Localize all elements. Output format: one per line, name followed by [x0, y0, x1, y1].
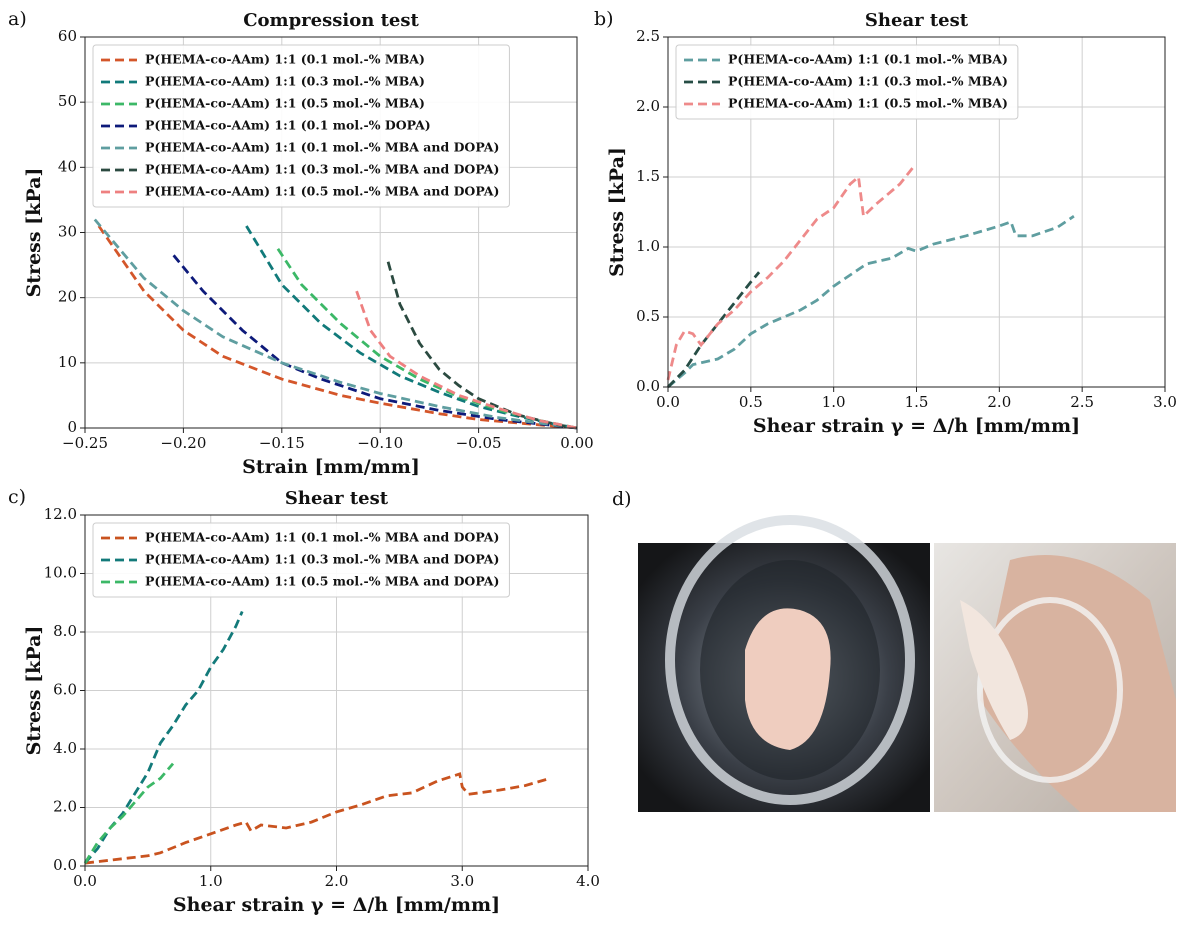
chart-title: Compression test	[243, 10, 419, 31]
legend-label: P(HEMA-co-AAm) 1:1 (0.5 mol.-% MBA)	[145, 96, 425, 111]
x-axis-label: Shear strain γ = Δ/h [mm/mm]	[173, 894, 500, 916]
x-tick-label: 1.0	[199, 872, 223, 890]
y-axis-label: Stress [kPa]	[23, 168, 45, 298]
x-tick-label: 2.5	[1070, 393, 1094, 411]
y-tick-label: 4.0	[53, 739, 77, 757]
y-tick-label: 50	[58, 92, 77, 110]
legend: P(HEMA-co-AAm) 1:1 (0.1 mol.-% MBA) P(HEM…	[92, 44, 510, 208]
x-tick-label: −0.05	[456, 434, 502, 452]
y-tick-label: 0.0	[636, 377, 660, 395]
y-tick-label: 2.0	[636, 97, 660, 115]
x-tick-label: 0.0	[73, 872, 97, 890]
legend: P(HEMA-co-AAm) 1:1 (0.1 mol.-% MBA) P(HEM…	[675, 44, 1019, 120]
panel-label: c)	[8, 486, 26, 508]
legend-label: P(HEMA-co-AAm) 1:1 (0.1 mol.-% DOPA)	[145, 118, 431, 133]
panel-label: d)	[612, 488, 632, 510]
y-tick-label: 12.0	[44, 505, 77, 523]
legend-label: P(HEMA-co-AAm) 1:1 (0.1 mol.-% MBA)	[728, 52, 1008, 67]
series-line	[83, 762, 175, 864]
y-tick-label: 30	[58, 223, 77, 241]
y-tick-label: 10	[58, 353, 77, 371]
x-axis-label: Shear strain γ = Δ/h [mm/mm]	[753, 415, 1080, 437]
series-line	[245, 225, 578, 430]
legend-frame	[92, 44, 510, 208]
y-tick-label: 2.0	[53, 798, 77, 816]
legend-frame	[675, 44, 1019, 120]
legend-label: P(HEMA-co-AAm) 1:1 (0.1 mol.-% MBA and D…	[145, 530, 499, 545]
y-axis-label: Stress [kPa]	[23, 626, 45, 756]
x-tick-label: 2.0	[325, 872, 349, 890]
y-tick-label: 60	[58, 27, 77, 45]
photo-left	[638, 515, 930, 812]
y-tick-label: 6.0	[53, 681, 77, 699]
y-tick-label: 0	[67, 418, 77, 436]
legend-label: P(HEMA-co-AAm) 1:1 (0.1 mol.-% MBA)	[145, 52, 425, 67]
y-tick-label: 1.0	[636, 237, 660, 255]
legend: P(HEMA-co-AAm) 1:1 (0.1 mol.-% MBA and D…	[92, 522, 510, 598]
x-tick-label: 0.0	[656, 393, 680, 411]
series-line	[97, 225, 578, 430]
series-line	[667, 215, 1075, 389]
x-tick-label: 0.5	[739, 393, 763, 411]
legend-label: P(HEMA-co-AAm) 1:1 (0.5 mol.-% MBA and D…	[145, 184, 499, 199]
x-tick-label: 3.0	[450, 872, 474, 890]
x-tick-label: 1.5	[905, 393, 929, 411]
x-tick-label: 3.0	[1153, 393, 1177, 411]
series-line	[93, 218, 578, 430]
y-tick-label: 8.0	[53, 622, 77, 640]
y-tick-label: 0.0	[53, 856, 77, 874]
legend-label: P(HEMA-co-AAm) 1:1 (0.1 mol.-% MBA and D…	[145, 140, 499, 155]
x-tick-label: −0.10	[357, 434, 403, 452]
legend-label: P(HEMA-co-AAm) 1:1 (0.3 mol.-% MBA and D…	[145, 162, 499, 177]
y-tick-label: 10.0	[44, 564, 77, 582]
series-line	[355, 290, 578, 430]
plot-frame	[84, 36, 578, 429]
plot-frame	[84, 514, 589, 867]
legend-label: P(HEMA-co-AAm) 1:1 (0.5 mol.-% MBA)	[728, 96, 1008, 111]
series-line	[172, 254, 578, 430]
x-tick-label: −0.20	[160, 434, 206, 452]
legend-label: P(HEMA-co-AAm) 1:1 (0.5 mol.-% MBA and D…	[145, 574, 499, 589]
series-line	[84, 772, 551, 865]
series-line	[276, 248, 578, 430]
panel-label: b)	[594, 8, 614, 30]
x-tick-label: 0.00	[560, 434, 593, 452]
series-line	[666, 166, 915, 381]
panel-label: a)	[8, 8, 27, 30]
legend-frame	[92, 522, 510, 598]
chart-title: Shear test	[285, 488, 389, 509]
photo-right	[934, 543, 1176, 812]
y-tick-label: 40	[58, 157, 77, 175]
chart-title: Shear test	[865, 10, 969, 31]
y-tick-label: 0.5	[636, 307, 660, 325]
y-axis-label: Stress [kPa]	[606, 147, 628, 277]
x-axis-label: Strain [mm/mm]	[242, 456, 420, 478]
y-tick-label: 20	[58, 288, 77, 306]
plot-frame	[667, 36, 1166, 388]
legend-label: P(HEMA-co-AAm) 1:1 (0.3 mol.-% MBA and D…	[145, 552, 499, 567]
x-tick-label: 1.0	[822, 393, 846, 411]
legend-label: P(HEMA-co-AAm) 1:1 (0.3 mol.-% MBA)	[145, 74, 425, 89]
series-line	[667, 271, 761, 388]
x-tick-label: −0.15	[259, 434, 305, 452]
legend-label: P(HEMA-co-AAm) 1:1 (0.3 mol.-% MBA)	[728, 74, 1008, 89]
y-tick-label: 1.5	[636, 167, 660, 185]
x-tick-label: −0.25	[62, 434, 108, 452]
x-tick-label: 2.0	[987, 393, 1011, 411]
y-tick-label: 2.5	[636, 27, 660, 45]
x-tick-label: 4.0	[576, 872, 600, 890]
